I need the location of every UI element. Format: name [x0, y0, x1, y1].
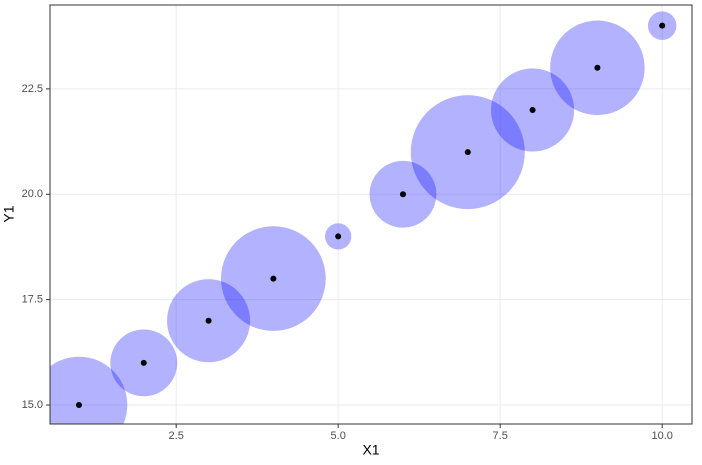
point — [205, 317, 212, 324]
x-tick-label: 7.5 — [493, 430, 508, 442]
grid — [50, 5, 692, 424]
x-tick-label: 2.5 — [169, 430, 184, 442]
y-tick-label: 20.0 — [22, 188, 43, 200]
bubble — [50, 356, 128, 424]
point — [270, 275, 277, 282]
y-tick-label: 15.0 — [22, 399, 43, 411]
point — [594, 64, 601, 71]
x-tick-label: 5.0 — [331, 430, 346, 442]
point — [529, 106, 536, 113]
point — [75, 402, 82, 409]
panel — [50, 5, 692, 424]
ticks: 2.5 5.0 7.5 10.0 15.0 17.5 20.0 22.5 — [22, 83, 673, 442]
x-axis-title: X1 — [362, 442, 379, 458]
point — [140, 359, 147, 366]
y-tick-label: 17.5 — [22, 294, 43, 306]
point — [399, 191, 406, 198]
x-tick-label: 10.0 — [651, 430, 672, 442]
marks — [50, 11, 677, 424]
point — [335, 233, 342, 240]
panel-border — [49, 4, 693, 425]
y-tick-label: 22.5 — [22, 83, 43, 95]
point — [659, 22, 666, 29]
y-axis-title: Y1 — [1, 205, 17, 222]
point — [464, 149, 471, 156]
